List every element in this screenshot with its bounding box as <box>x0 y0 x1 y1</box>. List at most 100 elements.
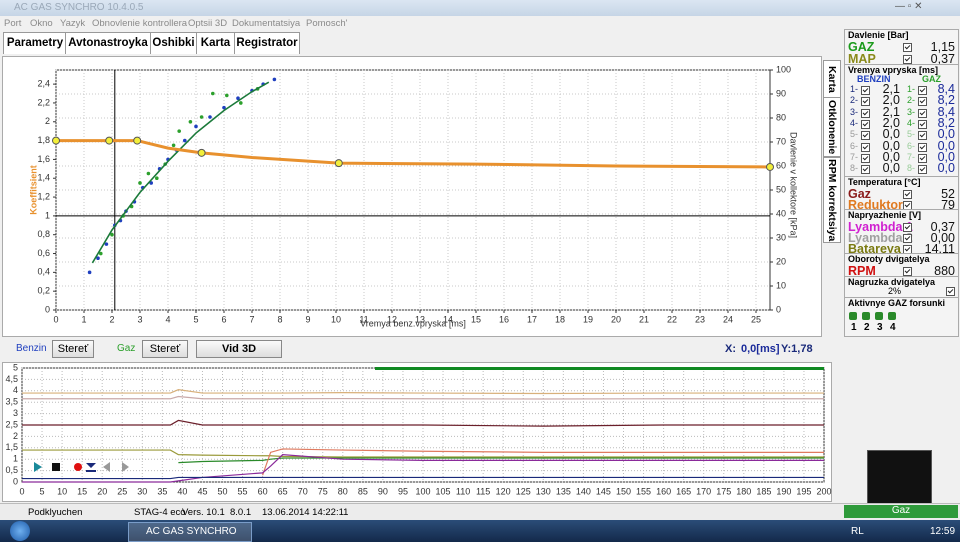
cursor-x-label: X: <box>725 343 736 355</box>
gaz-time: 0,0 <box>937 127 955 142</box>
menu-item[interactable]: Yazyk <box>60 18 86 29</box>
status-state: Podklyuchen <box>28 507 83 518</box>
player-button[interactable] <box>122 462 129 472</box>
checkbox[interactable] <box>903 43 912 52</box>
x-tick-label: 180 <box>736 486 751 496</box>
cursor-y-value: Y:1,78 <box>781 343 813 355</box>
status-version: Vers. 10.1 <box>182 507 225 518</box>
x-tick-label: 1 <box>81 314 86 324</box>
checkbox[interactable] <box>903 234 912 243</box>
checkbox[interactable] <box>861 142 870 152</box>
y-tick-label: 2,5 <box>5 419 18 429</box>
row-value: 14,11 <box>924 242 955 256</box>
menu-item[interactable]: Dokumentatsiya <box>232 18 301 29</box>
section-title: Nagruzka dvigatelya <box>848 277 936 287</box>
view-3d-button[interactable]: Vid 3D <box>196 340 282 358</box>
injector-label: 1 <box>851 322 857 333</box>
checkbox[interactable] <box>861 165 870 175</box>
checkbox[interactable] <box>918 131 927 141</box>
clear-benzin-button[interactable]: Stereť <box>52 340 94 358</box>
y2-axis-label: Davlenie v kollektore [kPa] <box>789 132 799 238</box>
menu-item[interactable]: Okno <box>30 18 53 29</box>
cyl-label: 3- <box>907 106 916 117</box>
benzin-time: 2,0 <box>882 93 900 108</box>
checkbox[interactable] <box>861 97 870 107</box>
scatter-point <box>208 115 212 119</box>
benzin-time: 0,0 <box>882 127 900 142</box>
side-tab[interactable]: Otklonenie <box>823 97 841 157</box>
checkbox[interactable] <box>861 119 870 129</box>
scatter-point <box>87 270 92 275</box>
map-node <box>197 148 206 157</box>
tab[interactable]: Registrator <box>234 32 300 54</box>
player-button[interactable] <box>74 463 82 471</box>
y-tick-label: 1 <box>45 210 50 220</box>
benzin-header: BENZIN <box>857 74 891 84</box>
checkbox[interactable] <box>861 131 870 141</box>
y-tick-label: 1,4 <box>37 173 50 183</box>
side-tab[interactable]: RPM korrektsiya <box>823 157 841 243</box>
checkbox[interactable] <box>903 190 912 199</box>
scatter-point <box>236 96 240 101</box>
tab[interactable]: Karta <box>196 32 235 54</box>
tab[interactable]: Oshibki <box>150 32 197 54</box>
x-tick-label: 12 <box>387 314 397 324</box>
scatter-point <box>138 181 142 185</box>
cyl-label: 6- <box>850 140 859 151</box>
x-tick-label: 120 <box>496 486 511 496</box>
cyl-label: 7- <box>907 151 916 162</box>
scatter-point <box>272 77 277 82</box>
x-tick-label: 24 <box>723 314 733 324</box>
map-node <box>105 136 114 145</box>
checkbox[interactable] <box>903 54 912 64</box>
taskbar-app: AC GAS SYNCHRO <box>146 526 237 537</box>
checkbox[interactable] <box>918 165 927 175</box>
checkbox[interactable] <box>861 108 870 118</box>
fit-curve <box>91 81 270 264</box>
checkbox[interactable] <box>918 86 927 95</box>
side-tab[interactable]: Karta <box>823 60 841 98</box>
checkbox[interactable] <box>861 153 870 163</box>
x-tick-label: 140 <box>576 486 591 496</box>
y-tick-label: 0,5 <box>5 465 18 475</box>
trace <box>22 395 824 400</box>
menu-item[interactable]: Pomosch' <box>306 18 348 29</box>
player-button[interactable] <box>103 462 110 472</box>
x-tick-label: 0 <box>19 486 24 496</box>
checkbox[interactable] <box>918 142 927 152</box>
player-button[interactable] <box>52 463 60 471</box>
player-button[interactable] <box>34 462 42 472</box>
checkbox[interactable] <box>861 86 870 95</box>
window-buttons[interactable]: — ▫ ✕ <box>895 1 923 12</box>
checkbox[interactable] <box>918 153 927 163</box>
y-tick-label: 2 <box>13 431 18 441</box>
row-label: Lyambda 1 <box>848 220 913 234</box>
y-tick-label: 1,5 <box>5 442 18 452</box>
benzin-time: 2,1 <box>882 82 900 96</box>
checkbox[interactable] <box>918 108 927 118</box>
x-tick-label: 10 <box>57 486 67 496</box>
menu-item[interactable]: Port <box>4 18 22 29</box>
y-tick-label: 2 <box>45 116 50 126</box>
tab[interactable]: Avtonastroyka <box>65 32 151 54</box>
checkbox[interactable] <box>903 267 912 276</box>
x-tick-label: 23 <box>695 314 705 324</box>
menu-item[interactable]: Optsii 3D <box>188 18 228 29</box>
injector-label: 3 <box>877 322 883 333</box>
player-button[interactable] <box>86 463 96 472</box>
checkbox[interactable] <box>918 119 927 129</box>
status-date: 13.06.2014 14:22:11 <box>262 507 349 518</box>
checkbox[interactable] <box>918 97 927 107</box>
row-label: RPM <box>848 264 876 278</box>
scatter-point <box>194 124 198 129</box>
x-tick-label: 50 <box>217 486 227 496</box>
section-title: Temperatura [°C] <box>848 177 921 187</box>
menu-item[interactable]: Obnovlenie kontrollera <box>92 18 188 29</box>
checkbox[interactable] <box>946 287 955 296</box>
start-button[interactable] <box>10 521 30 541</box>
taskbar-time: 12:59 <box>930 526 956 537</box>
tab[interactable]: Parametry <box>3 32 67 54</box>
checkbox[interactable] <box>903 223 912 232</box>
clear-gaz-button[interactable]: Stereť <box>142 340 188 358</box>
